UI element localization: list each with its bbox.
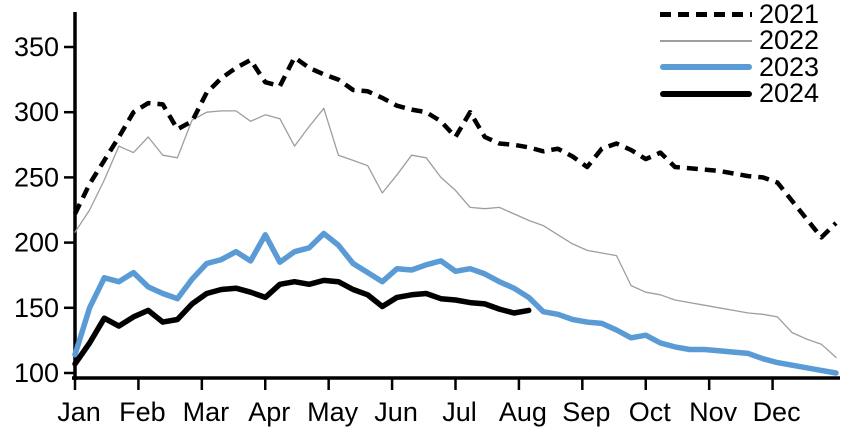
series-line-2021 [72, 55, 838, 240]
x-tick-label: Apr [248, 397, 290, 427]
series-line-2022 [74, 107, 837, 359]
x-tick-label: Dec [753, 397, 801, 427]
legend-label-2021: 2021 [759, 0, 820, 29]
legend-item-2021: 2021 [660, 0, 820, 29]
x-tick-label: Nov [689, 397, 738, 427]
x-tick-label: Jun [374, 397, 418, 427]
x-tick-label: Oct [629, 397, 672, 427]
legend-line-dashed-icon [660, 11, 752, 17]
x-tick-label: May [307, 397, 359, 427]
legend-line-thin-icon [660, 40, 752, 42]
series-line-2023 [72, 230, 839, 376]
legend-label-2023: 2023 [759, 51, 820, 82]
x-tick-label: Mar [183, 397, 230, 427]
legend-label-2022: 2022 [759, 25, 820, 56]
series-line-2024 [72, 277, 532, 367]
x-tick-label: Feb [119, 397, 166, 427]
legend-label-2024: 2024 [759, 78, 820, 109]
x-tick-label: Aug [499, 397, 547, 427]
legend-line-black-icon [660, 90, 752, 97]
y-tick-label: 200 [14, 228, 59, 258]
y-tick-label: 350 [14, 32, 59, 62]
chart-legend: 2021 2022 2023 2024 [660, 0, 820, 109]
legend-line-blue-icon [660, 64, 752, 71]
x-tick-label: Sep [562, 397, 610, 427]
legend-item-2023: 2023 [660, 51, 820, 82]
legend-item-2022: 2022 [660, 25, 820, 56]
legend-item-2024: 2024 [660, 78, 820, 109]
x-tick-label: Jan [57, 397, 101, 427]
y-tick-label: 100 [14, 358, 59, 388]
y-tick-label: 150 [14, 293, 59, 323]
y-tick-label: 300 [14, 97, 59, 127]
x-tick-label: Jul [442, 397, 477, 427]
y-tick-label: 250 [14, 162, 59, 192]
